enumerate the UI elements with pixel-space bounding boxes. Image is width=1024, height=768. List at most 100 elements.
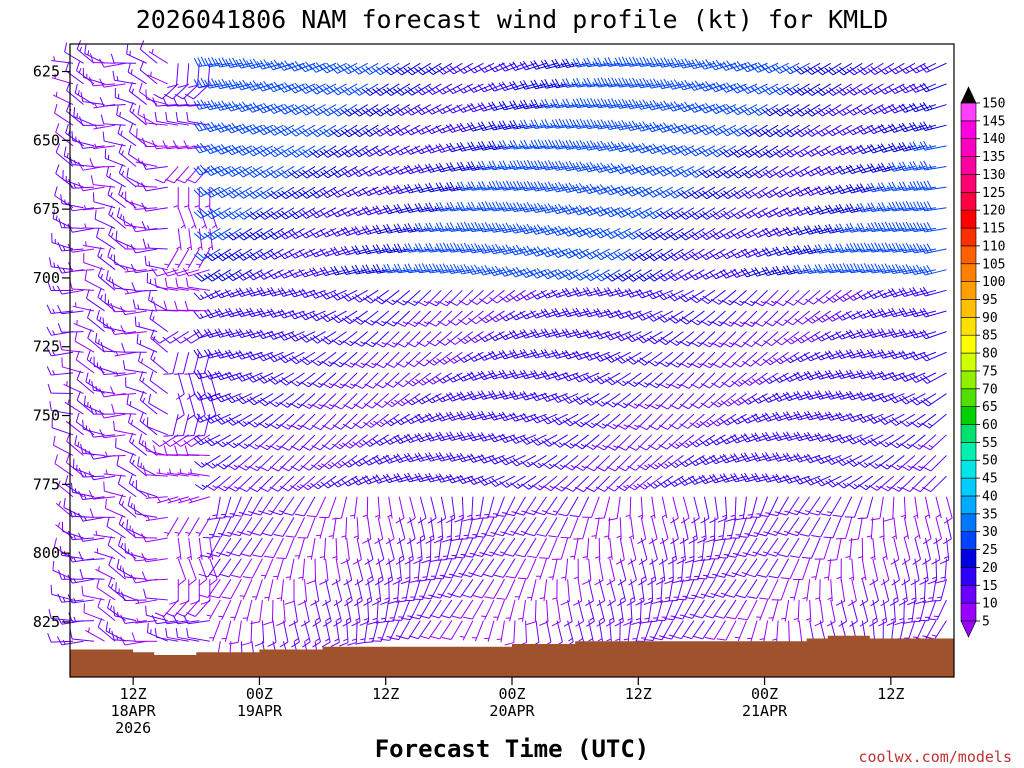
- colorbar-segment: [960, 120, 977, 140]
- wind-barb: [888, 83, 916, 94]
- wind-barb: [595, 475, 621, 492]
- wind-barb: [470, 496, 484, 521]
- wind-barb: [84, 44, 105, 64]
- wind-barb: [446, 263, 473, 275]
- wind-barb: [877, 263, 905, 274]
- wind-barb: [781, 599, 790, 622]
- wind-barb: [799, 517, 821, 537]
- wind-barb: [361, 244, 389, 255]
- wind-barb: [114, 371, 137, 377]
- wind-barb: [846, 455, 874, 467]
- wind-barb: [280, 455, 305, 472]
- wind-barb: [254, 620, 265, 647]
- wind-barb: [424, 163, 452, 173]
- wind-barb: [877, 370, 905, 381]
- wind-barb: [117, 474, 137, 498]
- wind-barb: [184, 414, 200, 437]
- wind-barb: [110, 386, 137, 396]
- wind-barb: [530, 181, 558, 192]
- colorbar-segment: [960, 584, 977, 604]
- wind-barb: [467, 161, 495, 171]
- wind-barb: [404, 223, 431, 233]
- wind-barb: [877, 104, 905, 115]
- wind-barb: [363, 620, 379, 644]
- wind-barb: [857, 496, 874, 520]
- wind-barb: [82, 67, 105, 85]
- wind-barb: [784, 310, 810, 326]
- wind-barb: [330, 620, 340, 648]
- wind-barb: [167, 496, 189, 504]
- wind-barb: [65, 418, 84, 436]
- wind-barb: [221, 579, 242, 600]
- wind-barb: [803, 244, 831, 255]
- wind-barb: [64, 399, 84, 415]
- wind-barb: [742, 351, 768, 367]
- wind-barb: [118, 514, 137, 539]
- wind-barb: [172, 140, 200, 150]
- credit-text: coolwx.com/models: [858, 748, 1012, 766]
- wind-barb: [339, 620, 349, 647]
- y-tick-label: 775: [33, 475, 60, 493]
- wind-barb: [745, 558, 768, 578]
- wind-barb: [445, 473, 474, 484]
- wind-barb: [322, 413, 347, 431]
- wind-barb: [667, 475, 695, 487]
- wind-barb: [374, 310, 400, 327]
- wind-barb: [595, 455, 621, 472]
- wind-barb: [148, 48, 168, 64]
- wind-barb: [306, 496, 327, 518]
- wind-barb: [688, 434, 716, 448]
- wind-barb: [678, 434, 705, 449]
- wind-barb: [142, 465, 168, 477]
- wind-barb: [583, 393, 610, 406]
- wind-barb: [333, 599, 342, 627]
- wind-barb: [753, 289, 779, 307]
- wind-barb: [570, 537, 579, 560]
- wind-barb: [891, 517, 898, 540]
- wind-barb: [815, 579, 821, 602]
- wind-barb: [477, 140, 505, 151]
- wind-barb: [569, 496, 590, 518]
- wind-barb: [742, 331, 768, 348]
- wind-barb: [246, 328, 274, 339]
- wind-barb: [541, 160, 568, 171]
- wind-barb: [866, 124, 895, 135]
- wind-barb: [175, 166, 200, 184]
- wind-barb: [128, 81, 147, 105]
- wind-barb: [93, 530, 116, 539]
- wind-barb: [332, 393, 358, 410]
- wind-barb: [573, 413, 600, 428]
- wind-barb: [301, 434, 326, 451]
- colorbar-label: 140: [982, 132, 1005, 147]
- wind-barb: [509, 455, 537, 467]
- wind-barb: [722, 310, 747, 327]
- wind-barb: [375, 496, 381, 519]
- wind-barb: [719, 227, 747, 240]
- wind-barb: [311, 372, 337, 388]
- wind-barb: [203, 121, 232, 133]
- wind-barb: [124, 244, 147, 250]
- wind-barb: [870, 537, 876, 560]
- wind-barb: [806, 599, 812, 622]
- wind-barb: [909, 62, 937, 74]
- wind-barb: [898, 201, 926, 212]
- wind-barb: [384, 372, 411, 388]
- wind-barb: [124, 267, 147, 273]
- wind-barb: [848, 558, 855, 581]
- wind-barb: [593, 77, 621, 88]
- wind-barb: [551, 599, 561, 627]
- wind-barb: [116, 455, 137, 477]
- wind-barb: [666, 122, 695, 134]
- wind-barb: [256, 269, 284, 280]
- wind-barb: [735, 579, 758, 599]
- wind-barb: [552, 434, 579, 448]
- wind-barb: [814, 224, 842, 235]
- wind-barb: [649, 537, 658, 565]
- wind-barb: [525, 517, 547, 537]
- wind-barb: [867, 221, 894, 233]
- wind-barb: [146, 272, 168, 291]
- wind-barb: [187, 468, 210, 477]
- wind-barb: [414, 183, 442, 193]
- wind-barb: [700, 372, 726, 389]
- wind-barb: [193, 207, 221, 219]
